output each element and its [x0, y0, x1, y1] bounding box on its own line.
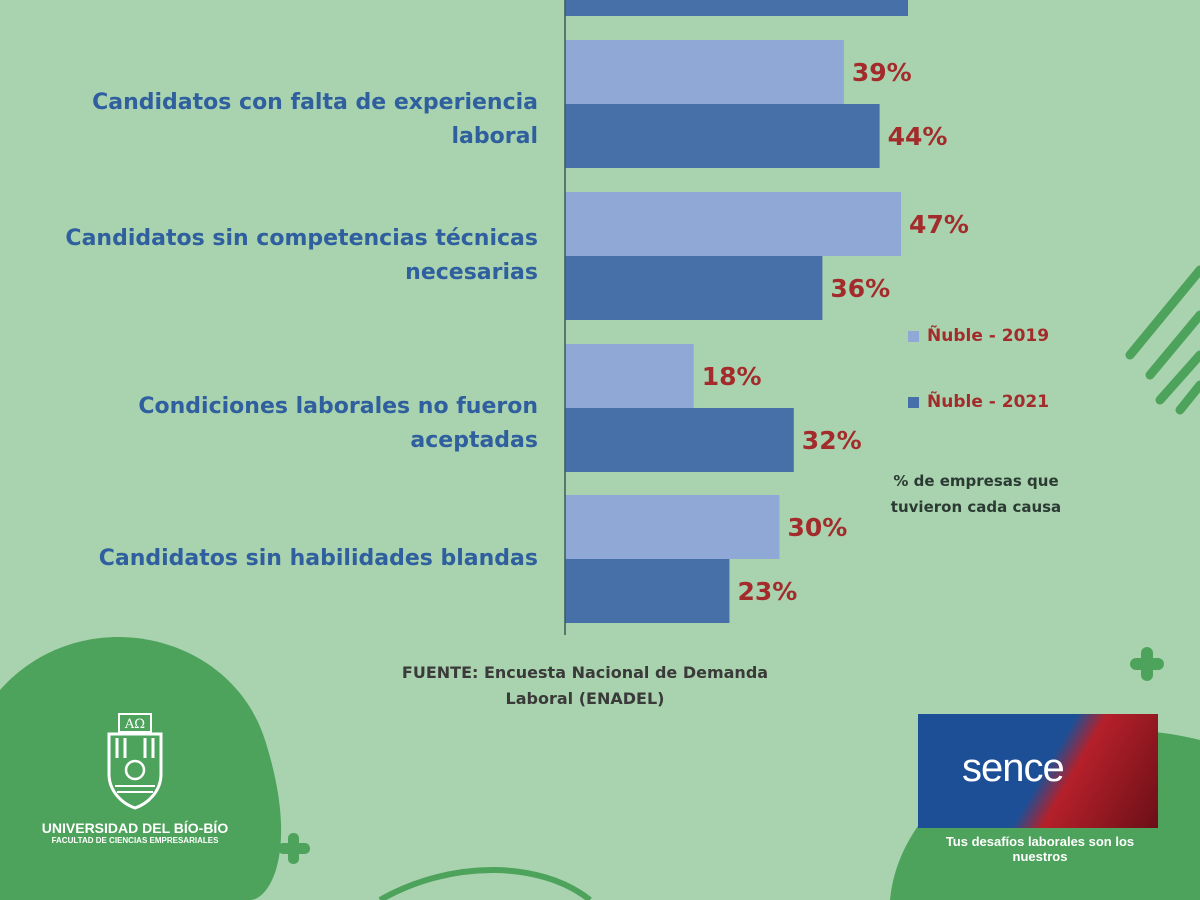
- data-label: 36%: [830, 274, 890, 303]
- data-label: 30%: [788, 513, 848, 542]
- background-arc-bottom: [378, 867, 592, 900]
- bar: [565, 559, 730, 623]
- ubb-logo: ΑΩ UNIVERSIDAD DEL BÍO-BÍO FACULTAD DE C…: [30, 712, 240, 845]
- data-label: 47%: [909, 210, 969, 239]
- bar: [565, 192, 902, 256]
- background-blob-left: [0, 637, 282, 900]
- chart-note: % de empresas que tuvieron cada causa: [890, 472, 1062, 516]
- ubb-faculty: FACULTAD DE CIENCIAS EMPRESARIALES: [51, 836, 219, 845]
- data-label: 39%: [852, 58, 912, 87]
- data-label: 23%: [737, 577, 797, 606]
- ubb-name: UNIVERSIDAD DEL BÍO-BÍO: [41, 820, 229, 836]
- bar: [565, 256, 823, 320]
- legend-swatch: [908, 330, 919, 342]
- plus-icon: [1130, 647, 1164, 681]
- bar: [565, 495, 780, 559]
- sence-tagline: Tus desafíos laborales son los nuestros: [945, 834, 1135, 864]
- data-label: 18%: [702, 362, 762, 391]
- legend-swatch: [908, 396, 919, 408]
- category-label: Candidatos sin competencias técnicas nec…: [65, 226, 538, 285]
- sence-logo: sence: [918, 714, 1158, 828]
- plus-icon: [278, 833, 310, 864]
- legend-item-2021: Ñuble - 2021: [908, 392, 1049, 412]
- source-text: FUENTE: Encuesta Nacional de Demanda Lab…: [401, 663, 769, 708]
- legend-label: Ñuble - 2021: [927, 392, 1050, 412]
- legend-label: Ñuble - 2019: [927, 326, 1050, 346]
- bar: [565, 408, 794, 472]
- data-label: 44%: [888, 122, 948, 151]
- stripes-decoration: [1125, 265, 1200, 415]
- category-label: Candidatos con falta de experiencia labo…: [92, 90, 538, 149]
- category-label: Candidatos sin habilidades blandas: [98, 546, 538, 571]
- bar: [565, 344, 694, 408]
- bar: [565, 40, 844, 104]
- legend-item-2019: Ñuble - 2019: [908, 326, 1049, 346]
- data-label: 32%: [802, 426, 862, 455]
- bar: [565, 104, 880, 168]
- ubb-shield-icon: ΑΩ: [107, 713, 163, 810]
- category-label: Condiciones laborales no fueron aceptada…: [138, 394, 538, 453]
- sence-wordmark: sence: [962, 746, 1065, 790]
- svg-text:ΑΩ: ΑΩ: [124, 717, 145, 732]
- bar-partial: [565, 0, 908, 16]
